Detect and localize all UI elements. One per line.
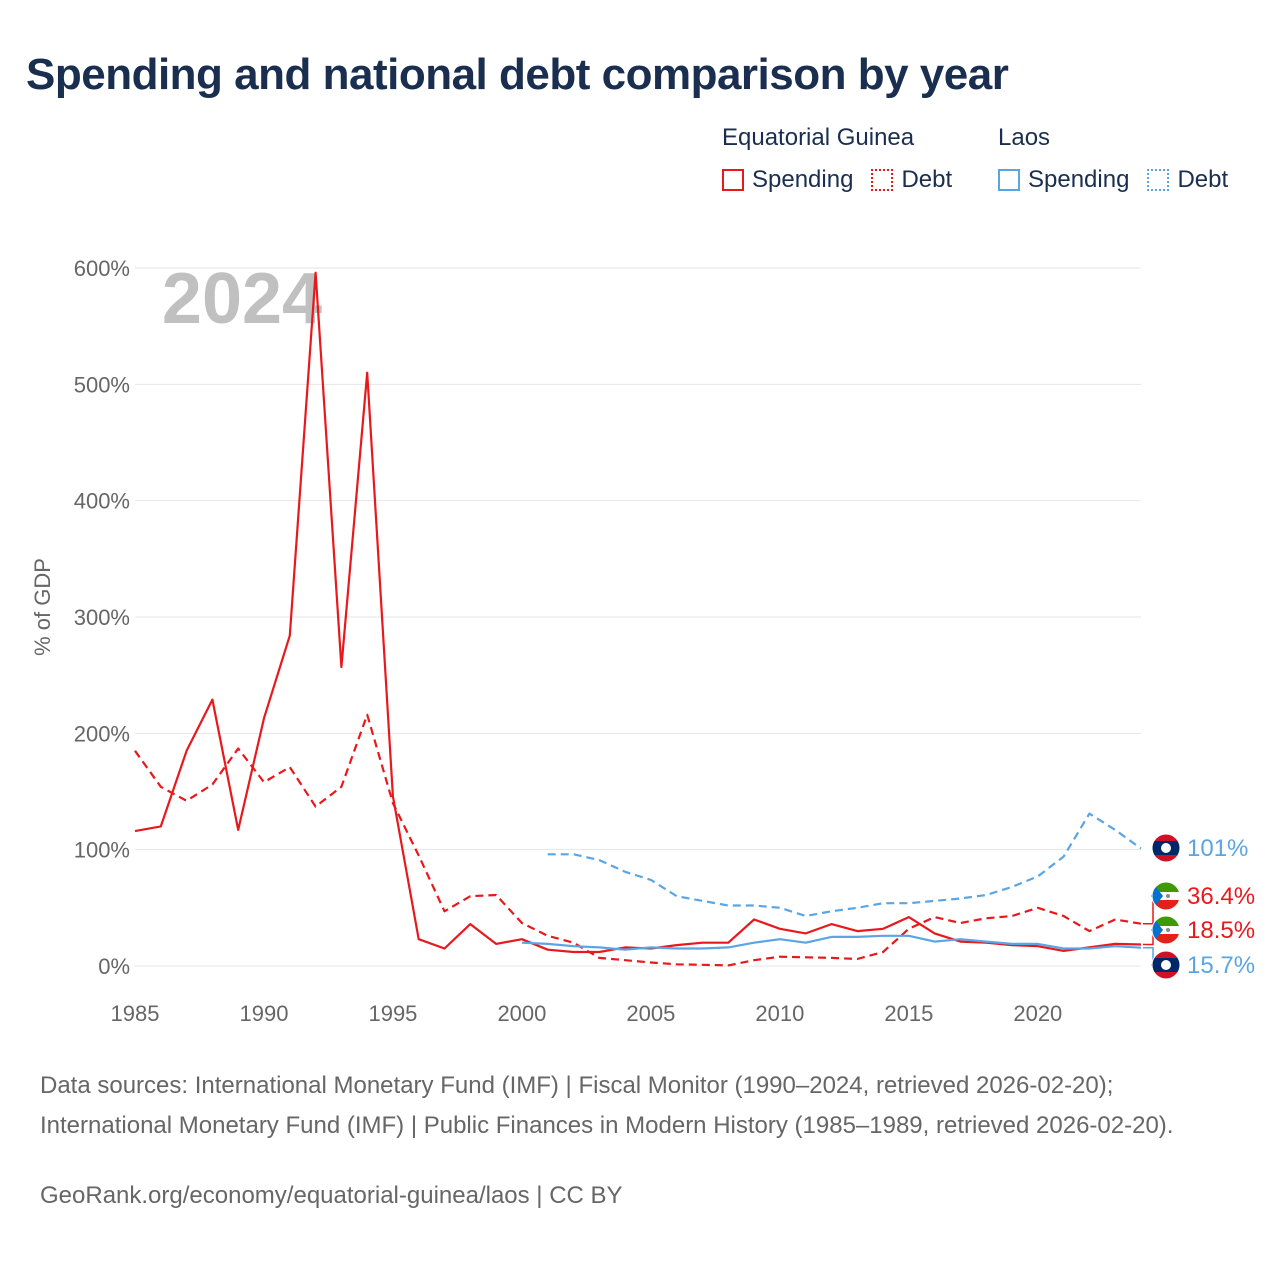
end-value-label: 101% [1187, 835, 1248, 862]
legend-label: Spending [1028, 166, 1130, 193]
legend-label: Spending [752, 166, 854, 193]
x-tick-label: 1990 [239, 1001, 288, 1026]
legend-group-title: Equatorial Guinea [722, 124, 915, 151]
legend-group-laos: Laos Spending Debt [998, 124, 1228, 194]
x-tick-label: 2015 [884, 1001, 933, 1026]
equatorial-guinea-debt-line[interactable] [134, 713, 1142, 967]
laos-debt-line[interactable] [547, 812, 1142, 918]
legend-label: Debt [1177, 166, 1229, 193]
legend-item-eq-debt[interactable]: Debt [871, 166, 952, 194]
page-title: Spending and national debt comparison by… [26, 50, 1009, 99]
solid-swatch-icon [722, 169, 744, 191]
legend-item-eq-spending[interactable]: Spending [722, 166, 853, 194]
label-connector [1143, 895, 1154, 925]
end-value-label: 18.5% [1187, 917, 1255, 944]
data-sources: Data sources: International Monetary Fun… [40, 1072, 1174, 1139]
x-tick-label: 2000 [497, 1001, 546, 1026]
x-tick-label: 1995 [368, 1001, 417, 1026]
equatorial-guinea-flag-icon [1151, 915, 1181, 945]
legend-label: Debt [901, 166, 953, 193]
y-tick-label: 600% [74, 256, 130, 281]
credit-link[interactable]: GeoRank.org/economy/equatorial-guinea/la… [40, 1182, 623, 1209]
laos-flag-icon [1151, 950, 1181, 980]
y-tick-label: 100% [74, 838, 130, 863]
x-tick-label: 2010 [755, 1001, 804, 1026]
series [134, 271, 1142, 967]
label-connector [1143, 929, 1154, 946]
chart: 0% 100% 200% 300% 400% 500% 600% 1985 1990 1995 20… [30, 256, 1255, 1026]
y-tick-label: 200% [74, 721, 130, 746]
laos-flag-icon [1151, 833, 1181, 863]
solid-swatch-icon [998, 169, 1020, 191]
year-watermark: 2024 [162, 259, 322, 339]
grid: 0% 100% 200% 300% 400% 500% 600% 1985 1990 1995 20… [74, 256, 1141, 1026]
legend-group-title: Laos [998, 124, 1051, 151]
dotted-swatch-icon [1147, 169, 1170, 191]
y-tick-label: 500% [74, 372, 130, 397]
x-tick-label: 2005 [626, 1001, 675, 1026]
y-tick-label: 300% [74, 605, 130, 630]
end-value-label: 36.4% [1187, 883, 1255, 910]
x-tick-label: 1985 [111, 1001, 160, 1026]
equatorial-guinea-flag-icon [1151, 881, 1181, 911]
end-value-label: 15.7% [1187, 952, 1255, 979]
dotted-swatch-icon [871, 169, 894, 191]
end-labels: 101% 36.4% 18.5% 15.7% [1143, 833, 1255, 980]
laos-spending-line[interactable] [521, 934, 1142, 951]
y-tick-label: 0% [98, 954, 130, 979]
x-tick-label: 2020 [1013, 1001, 1062, 1026]
legend-group-equatorial-guinea: Equatorial Guinea Spending Debt [722, 124, 952, 194]
label-connector [1143, 946, 1154, 966]
legend-item-laos-spending[interactable]: Spending [998, 166, 1129, 194]
y-axis-title: % of GDP [30, 558, 55, 656]
legend-item-laos-debt[interactable]: Debt [1147, 166, 1228, 194]
y-tick-label: 400% [74, 489, 130, 514]
